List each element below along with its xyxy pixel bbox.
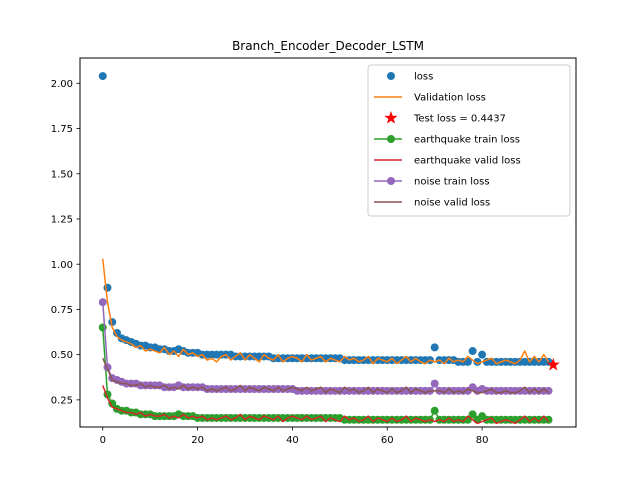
- x-tick-label: 20: [191, 435, 204, 446]
- legend-marker-swatch: [387, 177, 395, 185]
- y-tick-label: 2.00: [51, 79, 73, 90]
- legend-star-swatch: [384, 111, 398, 124]
- y-tick-label: 0.25: [51, 395, 73, 406]
- legend-marker-swatch: [387, 72, 395, 80]
- y-axis: 0.25 0.50 0.75 1.00 1.25 1.50 1.75 2.00: [51, 79, 80, 406]
- y-tick-label: 0.75: [51, 305, 73, 316]
- earthquake-train-loss-series: [98, 323, 553, 424]
- legend-item-loss: loss: [387, 72, 433, 83]
- loss-point: [473, 357, 482, 366]
- y-tick-label: 1.50: [51, 169, 73, 180]
- test-loss-0-4437-marker: [546, 357, 560, 371]
- legend-label: earthquake valid loss: [414, 156, 521, 167]
- earthquake-valid-loss-line: [102, 385, 550, 425]
- validation-loss-line: [102, 258, 550, 365]
- legend-item-validation-loss: Validation loss: [374, 93, 486, 104]
- test-loss-0-4437-series: [546, 357, 560, 371]
- legend: loss Validation loss Test loss = 0.4437 ear…: [367, 64, 571, 217]
- earthquake-valid-loss-series: [102, 385, 550, 425]
- noise-train-loss-point: [544, 386, 553, 395]
- loss-point: [478, 350, 487, 359]
- legend-label: loss: [414, 72, 433, 83]
- legend-label: noise valid loss: [414, 198, 490, 209]
- legend-item-earthquake-valid-loss: earthquake valid loss: [374, 156, 521, 167]
- y-tick-label: 1.75: [51, 124, 73, 135]
- legend-box: [367, 64, 571, 217]
- legend-item-earthquake-train-loss: earthquake train loss: [374, 135, 520, 146]
- x-tick-label: 60: [381, 435, 394, 446]
- noise-train-loss-point: [98, 298, 107, 307]
- x-axis: 0 20 40 60 80: [100, 427, 489, 446]
- loss-point: [103, 283, 112, 292]
- legend-item-noise-valid-loss: noise valid loss: [374, 198, 490, 209]
- x-tick-label: 40: [286, 435, 299, 446]
- validation-loss-series: [102, 258, 550, 365]
- legend-label: Validation loss: [414, 93, 486, 104]
- axes-frame: [79, 57, 577, 428]
- legend-label: earthquake train loss: [414, 135, 520, 146]
- loss-point: [112, 328, 121, 337]
- earthquake-train-loss-point: [468, 410, 477, 419]
- legend-item-test-loss-0-4437: Test loss = 0.4437: [384, 111, 506, 125]
- noise-valid-loss-series: [102, 357, 549, 394]
- chart-title: Branch_Encoder_Decoder_LSTM: [232, 39, 424, 53]
- x-tick-label: 0: [100, 435, 106, 446]
- y-tick-label: 1.00: [51, 260, 73, 271]
- earthquake-train-loss-point: [430, 406, 439, 415]
- noise-train-loss-point: [430, 379, 439, 388]
- legend-item-noise-train-loss: noise train loss: [374, 177, 490, 188]
- x-tick-label: 80: [476, 435, 489, 446]
- earthquake-train-loss-point: [108, 399, 117, 408]
- plot-area: 0 20 40 60 80 0.25 0.50 0.75 1.00 1.25 1.50 1.75 2.…: [51, 57, 577, 446]
- loss-point: [430, 343, 439, 352]
- loss-point: [98, 72, 107, 81]
- legend-label: Test loss = 0.4437: [413, 114, 506, 125]
- noise-valid-loss-line: [102, 357, 549, 394]
- earthquake-train-loss-point: [544, 415, 553, 424]
- legend-marker-swatch: [387, 135, 395, 143]
- legend-label: noise train loss: [414, 177, 490, 188]
- series-layer: [98, 72, 560, 425]
- y-tick-label: 0.50: [51, 350, 73, 361]
- y-tick-label: 1.25: [51, 215, 73, 226]
- earthquake-train-loss-point: [98, 323, 107, 332]
- loss-point: [468, 347, 477, 356]
